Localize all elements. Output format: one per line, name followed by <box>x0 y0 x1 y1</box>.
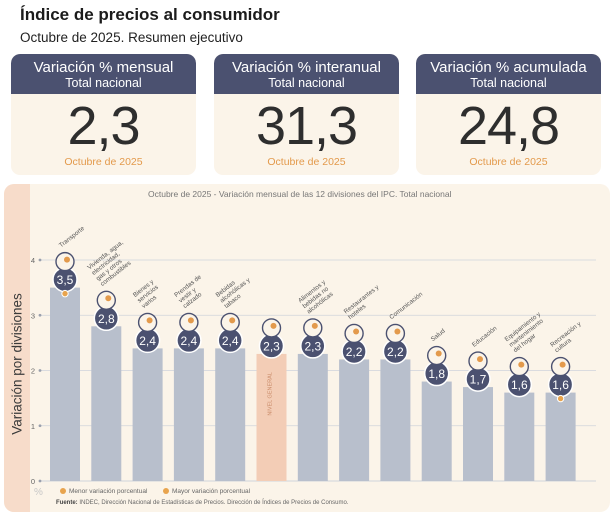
card-monthly-header: Variación % mensual Total nacional <box>11 54 196 94</box>
bar-11 <box>504 392 535 481</box>
card-accumulated-title: Variación % acumulada <box>430 59 587 76</box>
category-label-0: Transporte <box>58 225 87 249</box>
page-title: Índice de precios al consumidor <box>20 5 280 24</box>
bar-6 <box>297 353 328 481</box>
value-label-10: 1,7 <box>470 373 487 387</box>
legend-min-dot <box>60 488 66 495</box>
page-subtitle: Octubre de 2025. Resumen ejecutivo <box>20 30 243 45</box>
value-label-7: 2,2 <box>346 345 363 359</box>
category-label-3: Prendas devestir ycalzado <box>173 273 212 310</box>
category-icon-accent-0 <box>64 256 70 263</box>
legend-max-dot <box>163 488 169 495</box>
category-icon-accent-7 <box>353 328 360 335</box>
bar-4 <box>215 348 246 481</box>
y-tick-dot-2 <box>38 369 42 372</box>
category-label-12: Recreación ycultura <box>549 320 587 354</box>
card-yearly-title: Variación % interanual <box>232 59 381 76</box>
marker-max <box>61 289 69 298</box>
category-icon-accent-8 <box>394 328 401 335</box>
chart-side-band: Variación por divisiones <box>4 184 30 512</box>
legend-min: Menor variación porcentual <box>60 488 147 495</box>
card-yearly: Variación % interanual Total nacional 31… <box>214 54 399 175</box>
bar-10 <box>463 387 493 481</box>
value-label-3: 2,4 <box>181 334 198 348</box>
y-tick-dot-1 <box>38 424 42 428</box>
value-label-6: 2,3 <box>304 339 321 353</box>
card-accumulated-scope: Total nacional <box>470 76 547 90</box>
category-icon-accent-1 <box>105 295 112 302</box>
category-icon-accent-5 <box>270 322 277 329</box>
legend-max-label: Mayor variación porcentual <box>172 488 251 495</box>
value-label-11: 1,6 <box>511 378 528 392</box>
category-icon-accent-10 <box>477 356 483 363</box>
card-monthly: Variación % mensual Total nacional 2,3 O… <box>11 54 196 175</box>
y-tick-dot-3 <box>38 313 42 317</box>
chart-y-unit: % <box>34 487 43 498</box>
category-label-11: Equipamiento ymantenimientodel hogar <box>504 310 552 354</box>
source-note: Fuente: INDEC, Dirección Nacional de Est… <box>56 500 348 506</box>
card-yearly-header: Variación % interanual Total nacional <box>214 54 399 94</box>
value-label-4: 2,4 <box>222 334 239 348</box>
bar-1 <box>91 326 122 481</box>
y-tick-label-3: 3 <box>31 311 35 320</box>
category-icon-accent-3 <box>187 317 194 324</box>
card-accumulated-value: 24,8 <box>457 96 560 156</box>
source-text: INDEC, Dirección Nacional de Estadística… <box>79 500 349 506</box>
category-label-9: Salud <box>430 327 447 343</box>
category-icon-accent-12 <box>559 361 566 368</box>
card-accumulated: Variación % acumulada Total nacional 24,… <box>416 54 601 175</box>
legend-min-label: Menor variación porcentual <box>69 488 148 495</box>
bar-9 <box>421 381 452 481</box>
value-label-12: 1,6 <box>552 378 569 392</box>
category-label-2: Bienes yserviciosvarios <box>132 278 165 310</box>
category-label-4: Bebidasalcohólicas ytabaco <box>215 271 257 310</box>
value-label-5: 2,3 <box>263 339 280 353</box>
value-label-9: 1,8 <box>428 367 445 381</box>
bar-0 <box>50 287 80 481</box>
source-label: Fuente: <box>56 500 78 506</box>
category-label-1: Vivienda, agua,electricidad,gas y otrosc… <box>86 239 138 288</box>
card-yearly-scope: Total nacional <box>268 76 345 90</box>
y-tick-label-2: 2 <box>31 367 35 376</box>
card-accumulated-period: Octubre de 2025 <box>469 156 548 168</box>
value-label-1: 2,8 <box>98 312 115 326</box>
category-label-10: Educación <box>471 325 499 349</box>
category-label-6: Alimentos ybebidas noalcohólicas <box>297 278 336 315</box>
bar-highlight-label: NIVEL GENERAL <box>268 372 274 416</box>
card-accumulated-header: Variación % acumulada Total nacional <box>416 54 601 94</box>
chart-title: Octubre de 2025 - Variación mensual de l… <box>148 189 452 199</box>
category-label-8: Comunicación <box>388 291 424 321</box>
bar-7 <box>339 359 370 481</box>
value-label-2: 2,4 <box>139 334 156 348</box>
card-monthly-period: Octubre de 2025 <box>64 156 143 168</box>
y-tick-label-0: 0 <box>31 477 35 486</box>
category-icon-accent-4 <box>229 317 236 324</box>
bar-8 <box>380 359 411 481</box>
value-label-8: 2,2 <box>387 345 404 359</box>
card-yearly-value: 31,3 <box>255 96 358 156</box>
category-icon-accent-9 <box>435 350 442 357</box>
card-monthly-title: Variación % mensual <box>33 59 174 76</box>
bar-5 <box>256 353 287 481</box>
category-icon-accent-11 <box>518 361 525 368</box>
category-icon-accent-6 <box>311 322 318 329</box>
card-monthly-scope: Total nacional <box>65 76 142 90</box>
y-tick-label-1: 1 <box>31 422 35 431</box>
card-yearly-period: Octubre de 2025 <box>267 156 346 168</box>
y-tick-dot-4 <box>38 258 42 262</box>
y-tick-dot-0 <box>38 479 42 483</box>
y-tick-label-4: 4 <box>31 256 35 265</box>
marker-min <box>556 394 565 403</box>
legend-max: Mayor variación porcentual <box>163 488 250 495</box>
bar-2 <box>132 348 163 481</box>
value-label-0: 3,5 <box>57 273 74 287</box>
bar-12 <box>545 392 576 481</box>
category-icon-accent-2 <box>146 317 153 324</box>
card-monthly-value: 2,3 <box>67 96 140 156</box>
bar-3 <box>173 348 204 481</box>
